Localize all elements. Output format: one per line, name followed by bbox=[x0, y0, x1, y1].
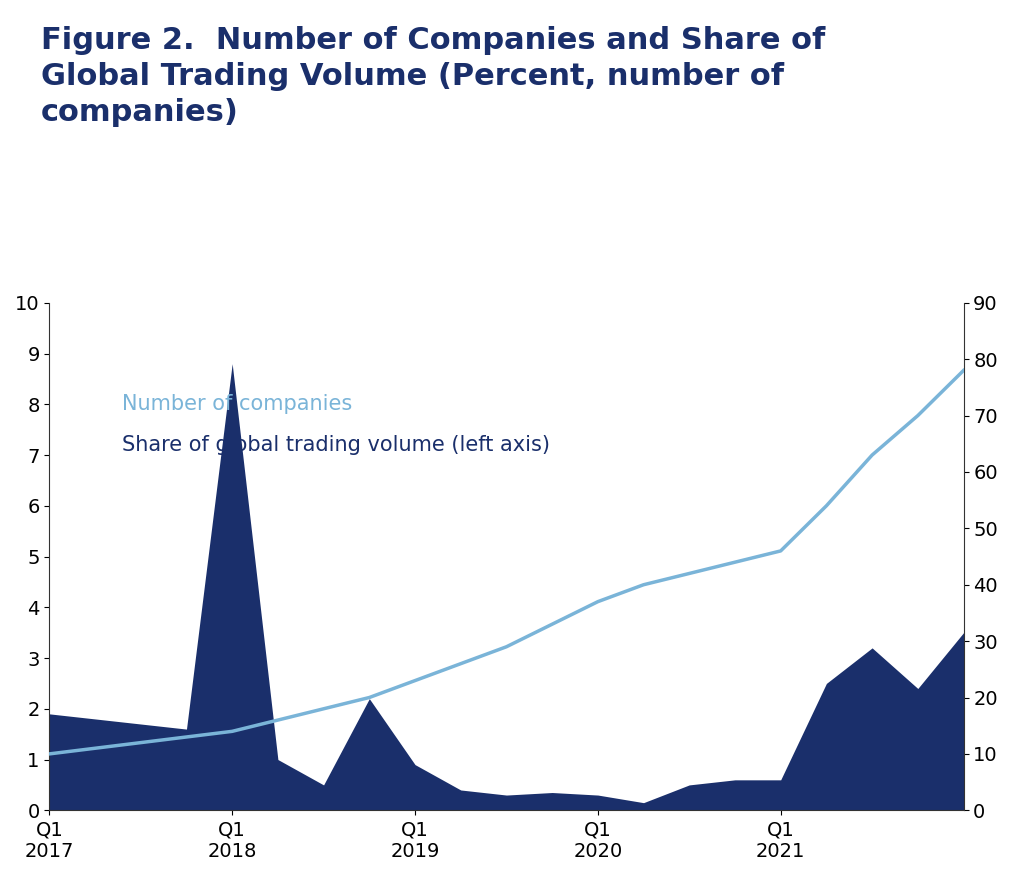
Text: Number of companies: Number of companies bbox=[123, 394, 353, 414]
Text: Share of global trading volume (left axis): Share of global trading volume (left axi… bbox=[123, 434, 550, 455]
Text: Figure 2.  Number of Companies and Share of
Global Trading Volume (Percent, numb: Figure 2. Number of Companies and Share … bbox=[41, 26, 825, 127]
